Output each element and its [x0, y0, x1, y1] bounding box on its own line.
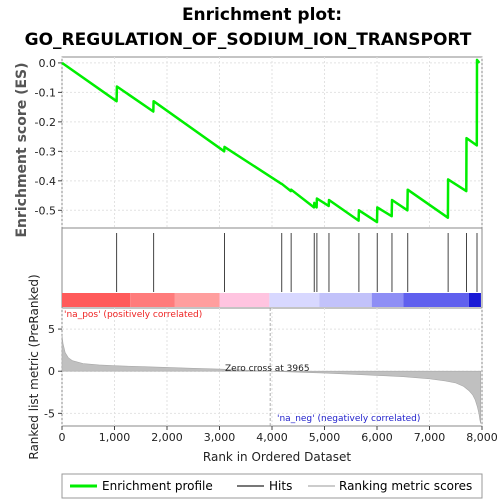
hit-lines: [116, 233, 478, 292]
color-bar-segment: [130, 293, 175, 307]
es-y-tick-label: -0.5: [35, 204, 56, 217]
color-bar-segment: [468, 293, 481, 307]
enrichment-profile-line: [61, 58, 481, 224]
x-axis-label: Rank in Ordered Dataset: [203, 450, 351, 464]
color-bar-segment: [174, 293, 220, 307]
x-tick-label: 1,000: [99, 431, 131, 444]
color-bar-segment: [403, 293, 469, 307]
x-tick-label: 8,000: [466, 431, 498, 444]
es-y-axis-label: Enrichment score (ES): [14, 62, 30, 237]
color-bar-segment: [319, 293, 372, 307]
x-tick-label: 6,000: [361, 431, 393, 444]
x-tick-label: 4,000: [256, 431, 288, 444]
x-axis: 0 1,000 2,000 3,000 4,000 5,000 6,000 7,000 8,00…: [59, 426, 498, 444]
es-grid: [61, 57, 483, 228]
chart-title-line1: Enrichment plot:: [182, 5, 342, 25]
es-y-tick-label: -0.4: [35, 175, 56, 188]
color-bar-segment: [62, 293, 131, 307]
metric-y-ticks: 5 0 -5: [44, 323, 62, 420]
legend-label-ranking-metric: Ranking metric scores: [339, 479, 472, 493]
x-tick-label: 2,000: [151, 431, 183, 444]
es-y-tick-label: -0.3: [35, 145, 56, 158]
positive-correlation-label: 'na_pos' (positively correlated): [64, 310, 202, 320]
color-bar-segment: [269, 293, 320, 307]
es-y-tick-label: -0.2: [35, 116, 56, 129]
ranking-metric-area: [61, 334, 482, 424]
negative-correlation-label: 'na_neg' (negatively correlated): [277, 414, 420, 424]
es-y-ticks: 0.0 -0.1 -0.2 -0.3 -0.4 -0.5: [35, 57, 62, 217]
legend-label-hits: Hits: [269, 479, 292, 493]
metric-y-tick-label: 5: [48, 323, 55, 336]
legend-frame: [61, 473, 483, 499]
es-y-tick-label: -0.1: [35, 86, 56, 99]
es-panel: 0.0 -0.1 -0.2 -0.3 -0.4 -0.5: [35, 56, 483, 229]
x-tick-label: 0: [59, 431, 66, 444]
legend-label-enrichment-profile: Enrichment profile: [102, 479, 213, 493]
x-tick-label: 3,000: [204, 431, 236, 444]
color-bar-segment: [371, 293, 404, 307]
metric-y-axis-label: Ranked list metric (PreRanked): [27, 274, 41, 459]
es-y-tick-label: 0.0: [39, 57, 57, 70]
legend: Enrichment profile Hits Ranking metric s…: [61, 473, 483, 499]
color-bar-segment: [219, 293, 270, 307]
chart-title-line2: GO_REGULATION_OF_SODIUM_ION_TRANSPORT: [25, 30, 472, 50]
x-tick-label: 5,000: [309, 431, 341, 444]
metric-panel: 5 0 -5 'na_pos' (positively correlated) 'n…: [44, 307, 483, 427]
rank-color-bar: [62, 293, 481, 307]
hits-panel: [61, 227, 483, 309]
metric-y-tick-label: 0: [48, 365, 55, 378]
x-tick-label: 7,000: [414, 431, 446, 444]
metric-y-tick-label: -5: [44, 407, 55, 420]
zero-cross-label: Zero cross at 3965: [225, 364, 310, 374]
